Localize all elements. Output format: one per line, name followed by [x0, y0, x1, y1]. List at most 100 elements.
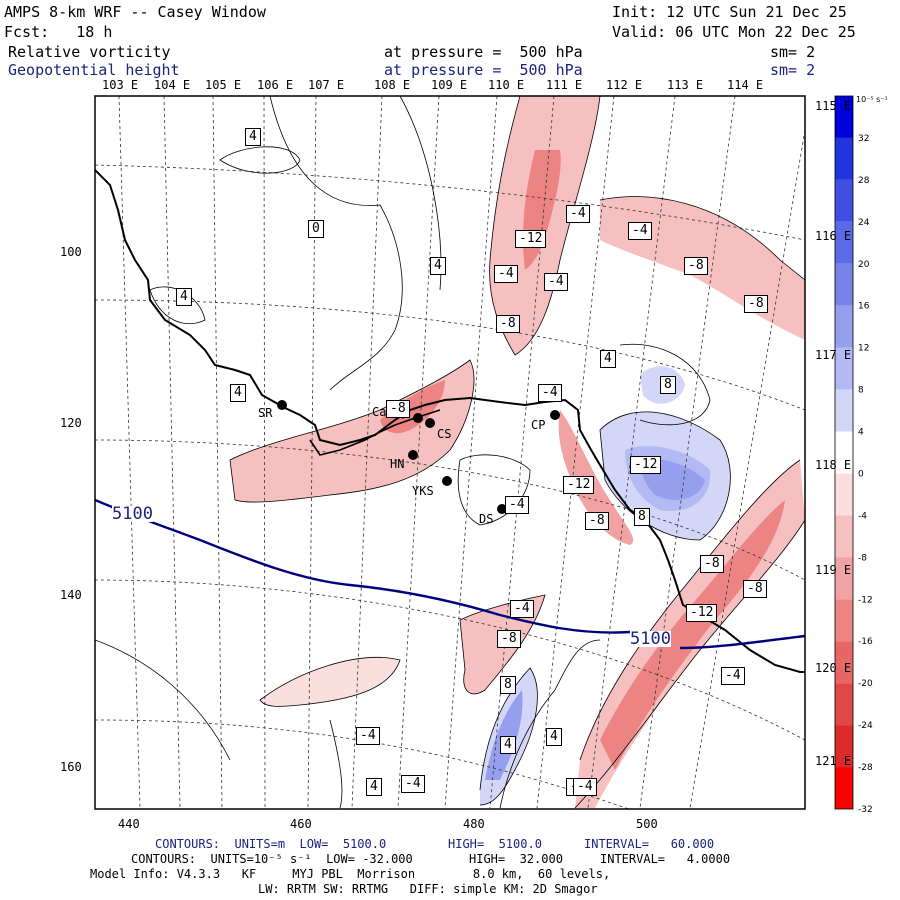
colorbar-tick-label: 24	[858, 218, 870, 228]
contour-value-label: -4	[566, 205, 590, 223]
colorbar-swatch	[835, 641, 853, 684]
station-label-hn: HN	[390, 457, 405, 471]
station-label-ds: DS	[479, 512, 494, 526]
lon-label: 106 E	[257, 78, 294, 92]
contour-value-label: 4	[366, 778, 382, 796]
colorbar-swatch	[835, 221, 853, 264]
map-title: AMPS 8-km WRF -- Casey Window	[4, 3, 266, 21]
field2-level: at pressure = 500 hPa	[384, 61, 583, 79]
colorbar: 10⁻⁵ s⁻¹ 32 28 24 20 16 12 8 4 0 -4 -8 -12 -16 -20 -24 -…	[834, 95, 888, 815]
footer-height-interval: INTERVAL= 60.000	[584, 837, 715, 851]
colorbar-swatch	[835, 557, 853, 600]
lon-label-right: 117 E	[815, 348, 852, 362]
station-label-sr: SR	[258, 406, 273, 420]
contour-value-label: -8	[497, 630, 521, 648]
colorbar-tick-label: -20	[858, 679, 873, 689]
height-label-5100: 5100	[112, 504, 153, 524]
contour-value-label: 4	[546, 728, 562, 746]
footer-physics-info: LW: RRTM SW: RRTMG DIFF: simple KM: 2D S…	[258, 882, 598, 896]
colorbar-swatch	[835, 599, 853, 642]
field2-smoothing: sm= 2	[770, 61, 816, 79]
colorbar-tick-label: 20	[858, 260, 870, 270]
contour-value-label: -4	[538, 384, 562, 402]
station-markers	[277, 400, 560, 514]
contour-value-label: -4	[494, 265, 518, 283]
station-label-yks: YKS	[412, 484, 434, 498]
contour-value-label: -4	[573, 778, 597, 796]
negative-vorticity-se-core	[600, 500, 785, 770]
colorbar-tick-label: -8	[858, 553, 867, 563]
y-tick-label: 120	[60, 416, 82, 430]
contour-value-label: 4	[600, 350, 616, 368]
lon-label-right: 116 E	[815, 229, 852, 243]
contour-value-label: -8	[386, 400, 410, 418]
colorbar-tick-label: 8	[858, 386, 864, 396]
colorbar-tick-label: -28	[858, 763, 873, 773]
lon-label: 109 E	[431, 78, 468, 92]
colorbar-tick-label: 16	[858, 302, 870, 312]
x-tick-label: 440	[118, 817, 140, 831]
contour-value-label: -4	[510, 600, 534, 618]
colorbar-tick-label: 32	[858, 134, 869, 144]
negative-vorticity-sw-blob	[260, 657, 400, 707]
lon-label-right: 115 E	[815, 99, 852, 113]
negative-vorticity-coast	[558, 410, 634, 545]
contour-value-label: 4	[230, 384, 246, 402]
colorbar-swatch	[835, 305, 853, 348]
colorbar-tick-label: -12	[858, 595, 873, 605]
contour-value-label: 8	[634, 508, 650, 526]
x-tick-label: 480	[463, 817, 485, 831]
lon-label: 112 E	[606, 78, 643, 92]
contour-value-label: 4	[430, 257, 446, 275]
lon-label: 111 E	[546, 78, 583, 92]
colorbar-tick-label: 4	[858, 428, 864, 438]
lon-label-right: 119 E	[815, 563, 852, 577]
colorbar-tick-label: 28	[858, 176, 870, 186]
colorbar-swatch	[835, 389, 853, 432]
colorbar-swatch	[835, 431, 853, 474]
contour-value-label: 0	[308, 220, 324, 238]
valid-time: Valid: 06 UTC Mon 22 Dec 25	[612, 23, 856, 41]
lon-label: 105 E	[205, 78, 242, 92]
colorbar-swatch	[835, 473, 853, 516]
coastline	[95, 169, 805, 673]
footer-vorticity-interval: INTERVAL= 4.0000	[600, 852, 731, 866]
contour-value-label: -4	[628, 222, 652, 240]
x-tick-label: 460	[290, 817, 312, 831]
field1-name: Relative vorticity	[8, 43, 171, 61]
contour-value-label: 4	[176, 288, 192, 306]
lon-label-right: 120 E	[815, 661, 852, 675]
height-label-5100: 5100	[630, 629, 671, 649]
contour-value-label: -8	[743, 580, 767, 598]
lon-label: 113 E	[667, 78, 704, 92]
contour-value-label: -12	[515, 230, 547, 248]
colorbar-tick-label: -32	[858, 805, 873, 815]
height-contour-5100-east	[679, 634, 805, 650]
lon-label-right: 121 E	[815, 754, 852, 768]
colorbar-swatch	[835, 137, 853, 180]
contour-value-label: -4	[544, 273, 568, 291]
field2-name: Geopotential height	[8, 61, 180, 79]
colorbar-swatch	[835, 96, 853, 138]
colorbar-swatch	[835, 725, 853, 768]
contour-value-label: -8	[496, 315, 520, 333]
contour-value-label: -4	[401, 775, 425, 793]
lon-label: 110 E	[488, 78, 525, 92]
colorbar-tick-label: -24	[858, 721, 873, 731]
colorbar-swatch	[835, 683, 853, 726]
colorbar-swatch	[835, 347, 853, 390]
colorbar-unit: 10⁻⁵ s⁻¹	[856, 95, 888, 104]
init-time: Init: 12 UTC Sun 21 Dec 25	[612, 3, 847, 21]
contour-value-label: -12	[563, 476, 595, 494]
footer-height-contours: CONTOURS: UNITS=m LOW= 5100.0	[155, 837, 387, 851]
contour-value-label: -4	[505, 496, 529, 514]
contour-value-label: -8	[585, 512, 609, 530]
vorticity-contours	[95, 96, 805, 809]
lon-label-right: 118 E	[815, 458, 852, 472]
colorbar-swatch	[835, 767, 853, 809]
y-tick-label: 140	[60, 588, 82, 602]
colorbar-swatch	[835, 263, 853, 306]
contour-value-label: -12	[630, 456, 662, 474]
lon-label: 107 E	[308, 78, 345, 92]
